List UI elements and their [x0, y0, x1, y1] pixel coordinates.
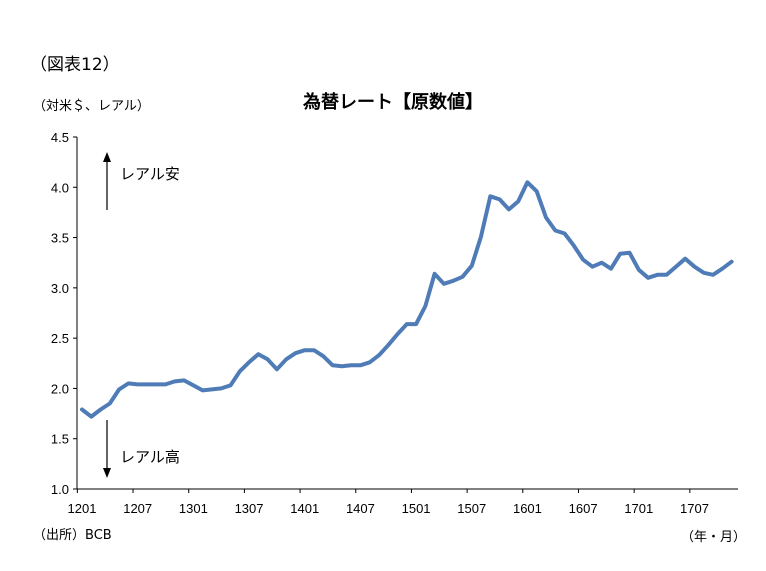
x-tick-label: 1307 — [235, 501, 264, 516]
x-tick-label: 1707 — [680, 501, 709, 516]
y-tick-label: 1.5 — [51, 432, 69, 447]
annotations: レアル安 レアル高 — [103, 152, 180, 478]
series — [80, 180, 734, 419]
x-tick-label: 1601 — [513, 501, 542, 516]
source-note: （出所）BCB — [33, 528, 112, 543]
down-arrowhead — [103, 468, 111, 478]
x-tick-label: 1201 — [68, 501, 97, 516]
y-tick-label: 3.5 — [51, 231, 69, 246]
x-tick-label: 1407 — [346, 501, 375, 516]
x-tick-label: 1207 — [123, 501, 152, 516]
up-arrowhead — [103, 152, 111, 162]
x-tick-label: 1701 — [624, 501, 653, 516]
x-tick-label: 1507 — [457, 501, 486, 516]
axes — [73, 136, 738, 493]
y-tick-label: 4.0 — [51, 180, 69, 195]
y-tick-labels: 1.0 1.5 2.0 2.5 3.0 3.5 4.0 4.5 — [51, 130, 69, 497]
chart-title: 為替レート【原数値】 — [303, 92, 483, 113]
y-unit-label: （対米＄、レアル） — [33, 99, 150, 114]
x-unit-label: （年・月） — [680, 530, 746, 545]
y-tick-label: 4.5 — [51, 130, 69, 145]
y-tick-label: 3.0 — [51, 281, 69, 296]
series-line — [80, 180, 734, 419]
y-tick-label: 1.0 — [51, 482, 69, 497]
figure-label: （図表12） — [30, 55, 120, 75]
annotation-down: レアル高 — [120, 448, 180, 466]
x-tick-label: 1401 — [290, 501, 319, 516]
y-tick-label: 2.0 — [51, 381, 69, 396]
x-tick-label: 1301 — [179, 501, 208, 516]
x-tick-label: 1607 — [569, 501, 598, 516]
x-tick-label: 1501 — [402, 501, 431, 516]
annotation-up: レアル安 — [120, 165, 180, 183]
y-tick-label: 2.5 — [51, 331, 69, 346]
x-tick-labels: 1201 1207 1301 1307 1401 1407 1501 1507 1601 1607… — [68, 501, 709, 516]
